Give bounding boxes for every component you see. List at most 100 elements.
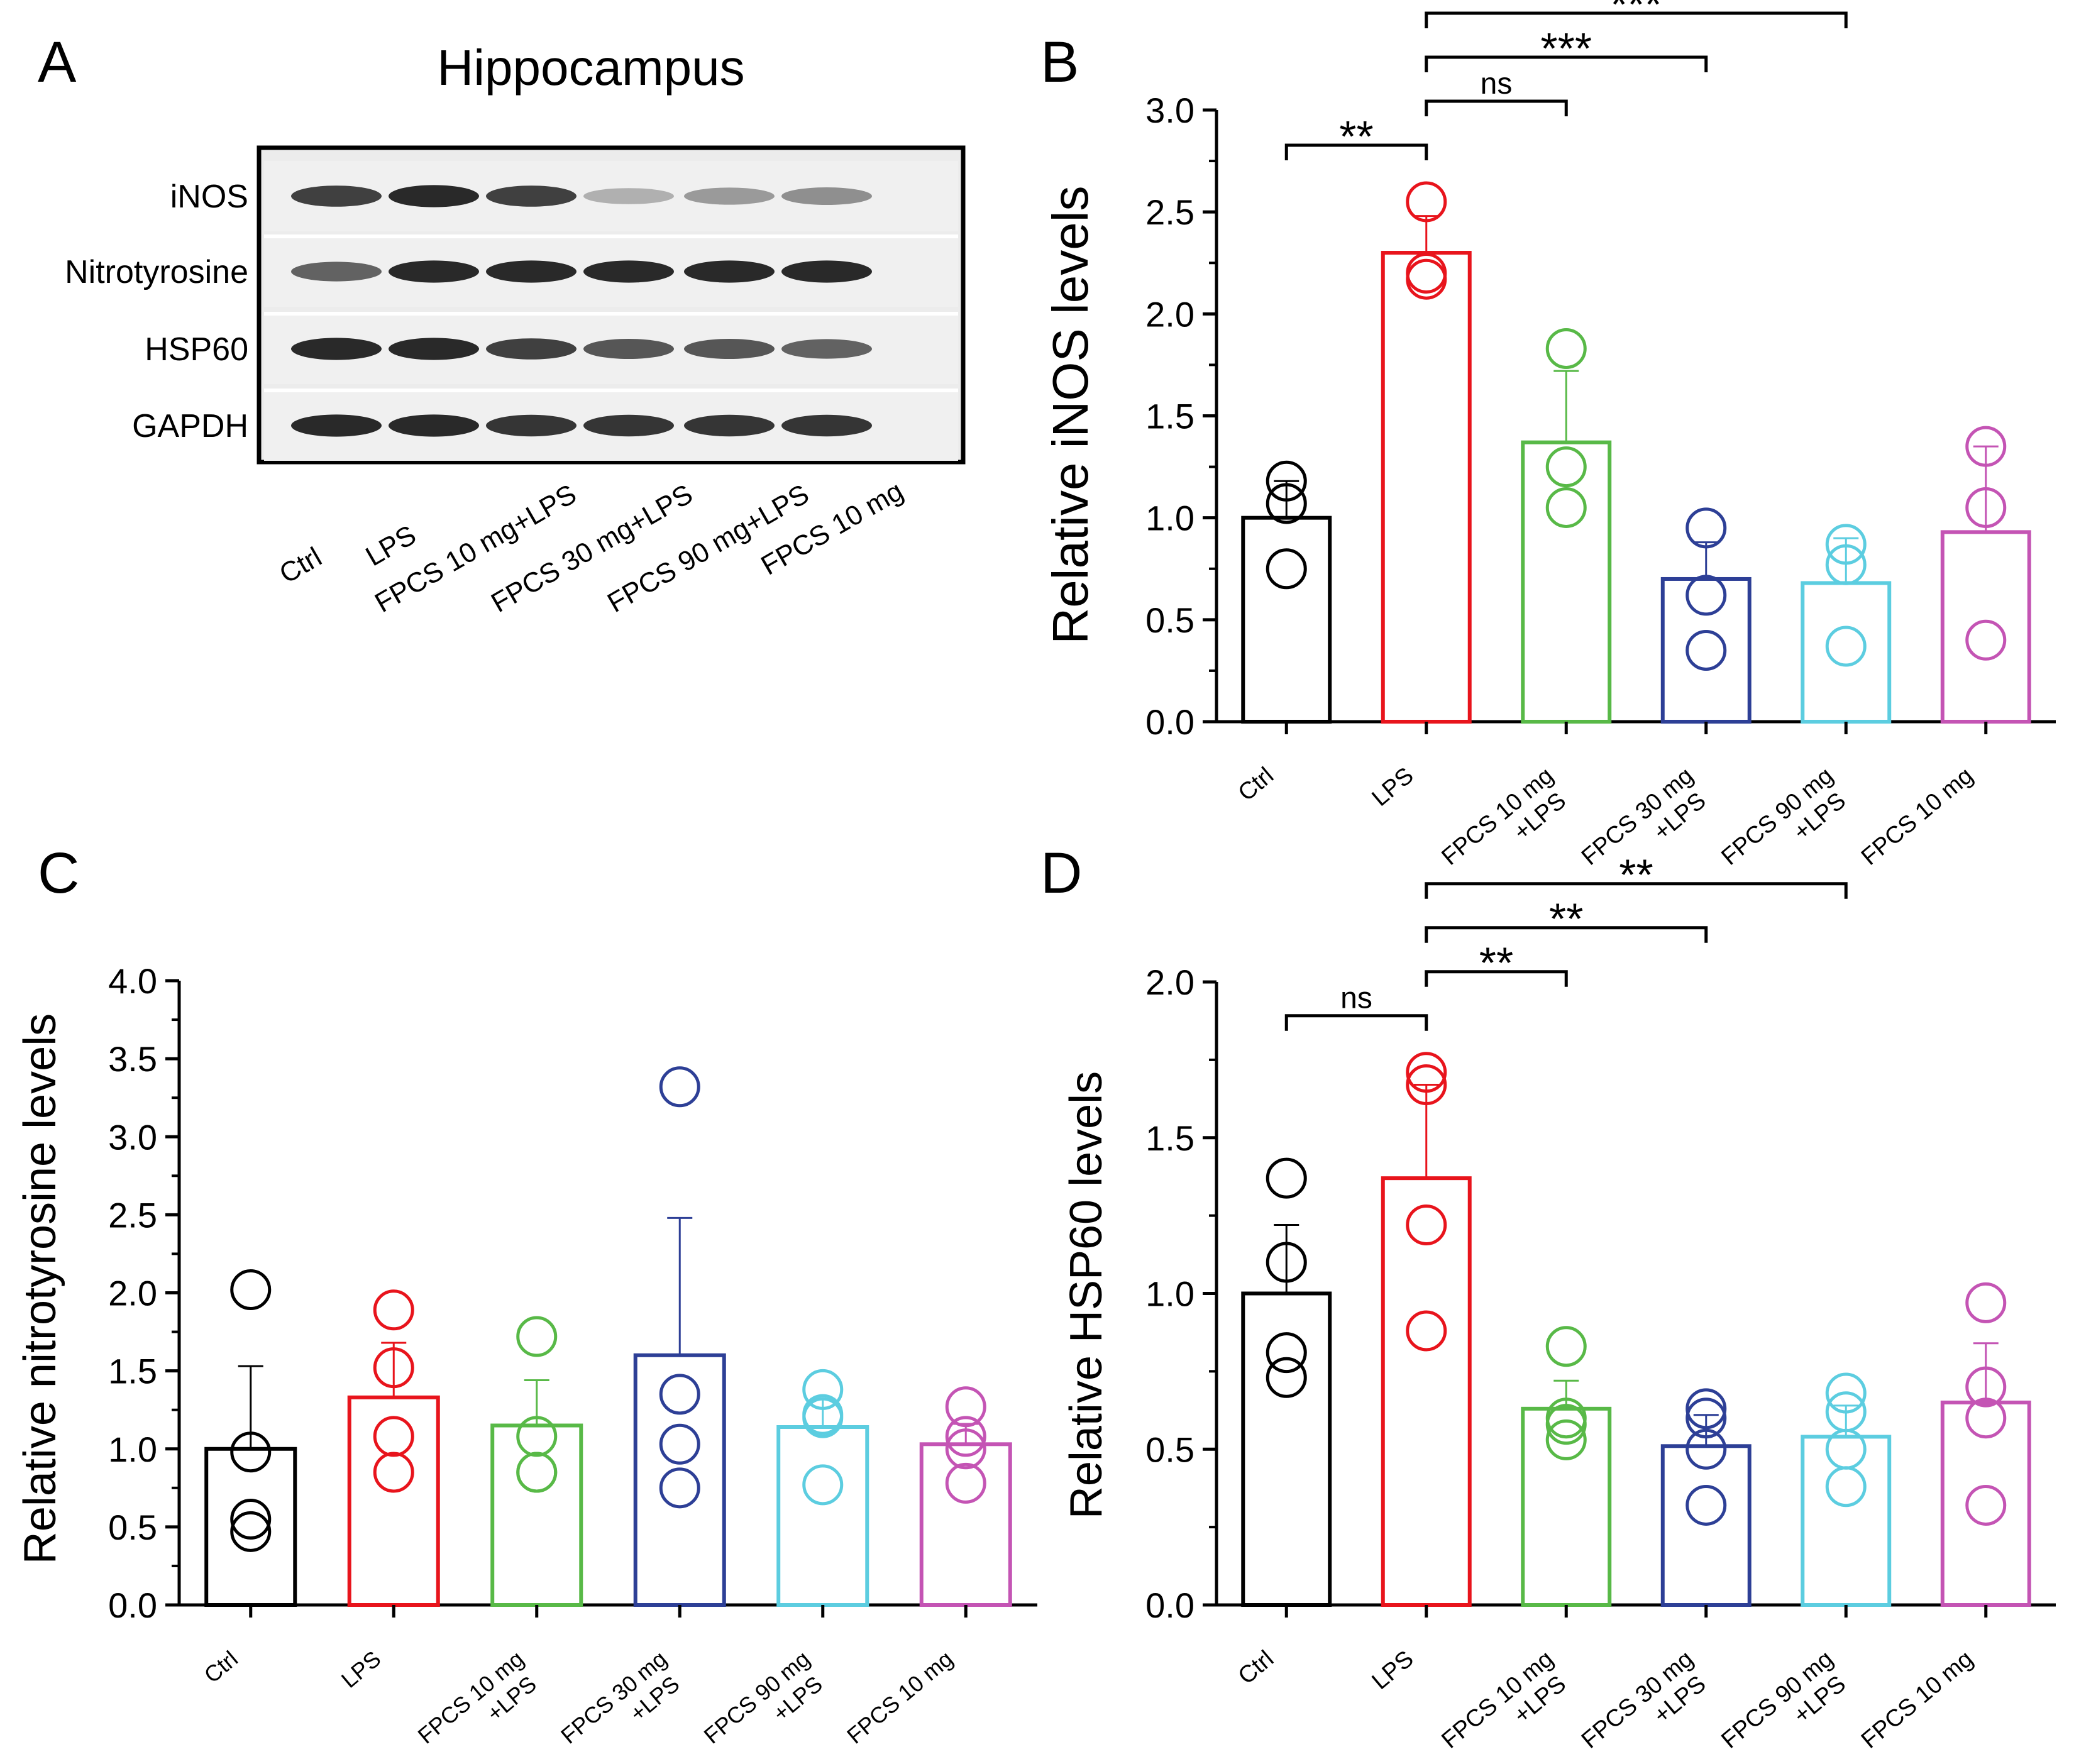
bar xyxy=(1940,530,2031,724)
x-tick-label: LPS xyxy=(1367,763,1419,812)
blot-band xyxy=(583,188,674,204)
blot-band xyxy=(486,338,577,360)
data-point xyxy=(1545,446,1587,488)
significance-label: ** xyxy=(1339,112,1373,161)
panel-label-c: C xyxy=(38,841,79,905)
x-tick-label: LPS xyxy=(336,1646,385,1693)
significance-label: *** xyxy=(1611,0,1662,29)
data-point xyxy=(802,1394,844,1435)
bar xyxy=(1241,1291,1332,1607)
bar xyxy=(1381,251,1472,724)
blot-band xyxy=(486,414,577,437)
blot-band xyxy=(389,414,479,437)
data-point xyxy=(1406,181,1447,223)
significance-label: ** xyxy=(1479,939,1513,988)
data-point xyxy=(1545,328,1587,369)
data-point xyxy=(1825,1372,1867,1414)
data-point xyxy=(1965,1397,2007,1439)
blot-band xyxy=(389,260,479,283)
blot-lane-label: Ctrl xyxy=(274,541,327,590)
data-point xyxy=(1545,1404,1587,1445)
blot-row-label: iNOS xyxy=(170,179,248,215)
blot-band xyxy=(583,260,674,283)
panel-label-b: B xyxy=(1040,30,1079,94)
bar xyxy=(1940,1400,2031,1607)
blot-band xyxy=(291,414,382,437)
data-point xyxy=(1406,1204,1447,1245)
y-tick-label: 1.0 xyxy=(108,1430,157,1469)
data-point xyxy=(659,1467,700,1509)
data-point xyxy=(1545,1326,1587,1367)
y-tick-label: 1.0 xyxy=(1145,499,1194,538)
data-point xyxy=(1965,487,2007,528)
data-point xyxy=(373,1289,414,1331)
data-point xyxy=(1266,1332,1307,1374)
blot-band xyxy=(583,414,674,437)
bar xyxy=(347,1395,440,1607)
data-point xyxy=(1545,1419,1587,1460)
y-tick-label: 0.0 xyxy=(108,1585,157,1625)
significance-label: ns xyxy=(1481,67,1513,101)
y-tick-label: 0.0 xyxy=(1145,702,1194,742)
data-point xyxy=(1685,629,1727,671)
significance-bracket xyxy=(1425,11,1848,28)
data-point xyxy=(945,1386,986,1428)
data-point xyxy=(1685,507,1727,549)
y-tick-label: 3.5 xyxy=(108,1039,157,1079)
data-point xyxy=(1685,1428,1727,1470)
data-point xyxy=(1965,1282,2007,1323)
blot-band xyxy=(291,185,382,207)
significance-label: ** xyxy=(1549,895,1583,944)
significance-label: *** xyxy=(1540,24,1592,73)
blot-band xyxy=(291,338,382,360)
data-point xyxy=(1266,548,1307,590)
significance-label: ns xyxy=(1340,982,1372,1015)
x-tick-label: FPCS 10 mg xyxy=(1857,1646,1978,1754)
blot-row-label: Nitrotyrosine xyxy=(65,254,248,290)
significance-bracket xyxy=(1425,99,1568,116)
data-point xyxy=(945,1462,986,1504)
western-blot-panel: Hippocampus iNOSNitrotyrosineHSP60GAPDH … xyxy=(65,40,966,619)
y-tick-label: 2.0 xyxy=(1145,294,1194,334)
blot-band xyxy=(781,260,872,283)
y-axis-label: Relative HSP60 levels xyxy=(1061,1071,1112,1519)
data-point xyxy=(1965,426,2007,467)
y-tick-label: 2.0 xyxy=(1145,962,1194,1002)
data-point xyxy=(1406,1310,1447,1352)
blot-band xyxy=(291,262,382,282)
blot-band xyxy=(781,187,872,205)
data-point xyxy=(516,1452,558,1493)
data-point xyxy=(1825,544,1867,585)
blot-lane-label: FPCS 30 mg+LPS xyxy=(486,478,698,619)
y-axis-label: Relative iNOS levels xyxy=(1042,185,1098,644)
data-point xyxy=(1406,258,1447,300)
data-point xyxy=(1825,626,1867,667)
y-tick-label: 1.5 xyxy=(1145,1118,1194,1158)
significance-bracket xyxy=(1425,926,1708,943)
x-tick-label: LPS xyxy=(1367,1646,1419,1695)
data-point xyxy=(945,1428,986,1470)
x-tick-label: Ctrl xyxy=(199,1646,243,1688)
data-point xyxy=(1266,483,1307,524)
bar xyxy=(1660,576,1752,724)
data-point xyxy=(230,1431,272,1473)
data-point xyxy=(230,1269,272,1311)
data-point xyxy=(1825,1466,1867,1508)
panel-label-d: D xyxy=(1040,841,1082,905)
y-tick-label: 0.5 xyxy=(1145,600,1194,640)
bar xyxy=(1801,1435,1892,1607)
blot-lane-label: LPS xyxy=(360,519,421,572)
significance-bracket xyxy=(1425,970,1568,987)
y-tick-label: 0.5 xyxy=(108,1508,157,1547)
chart-nitrotyrosine: 0.0 0.5 1.0 1.5 2.0 2.5 3.0 3.5 4.0 Relative nitr… xyxy=(15,961,1037,1749)
data-point xyxy=(1965,1484,2007,1526)
y-tick-label: 2.5 xyxy=(1145,192,1194,232)
blot-band xyxy=(486,260,577,283)
data-point xyxy=(1545,487,1587,528)
blot-band xyxy=(684,414,775,437)
bar xyxy=(776,1425,869,1607)
blot-band xyxy=(684,260,775,283)
y-tick-label: 2.5 xyxy=(108,1195,157,1235)
data-point xyxy=(1266,460,1307,502)
y-tick-label: 0.5 xyxy=(1145,1430,1194,1469)
